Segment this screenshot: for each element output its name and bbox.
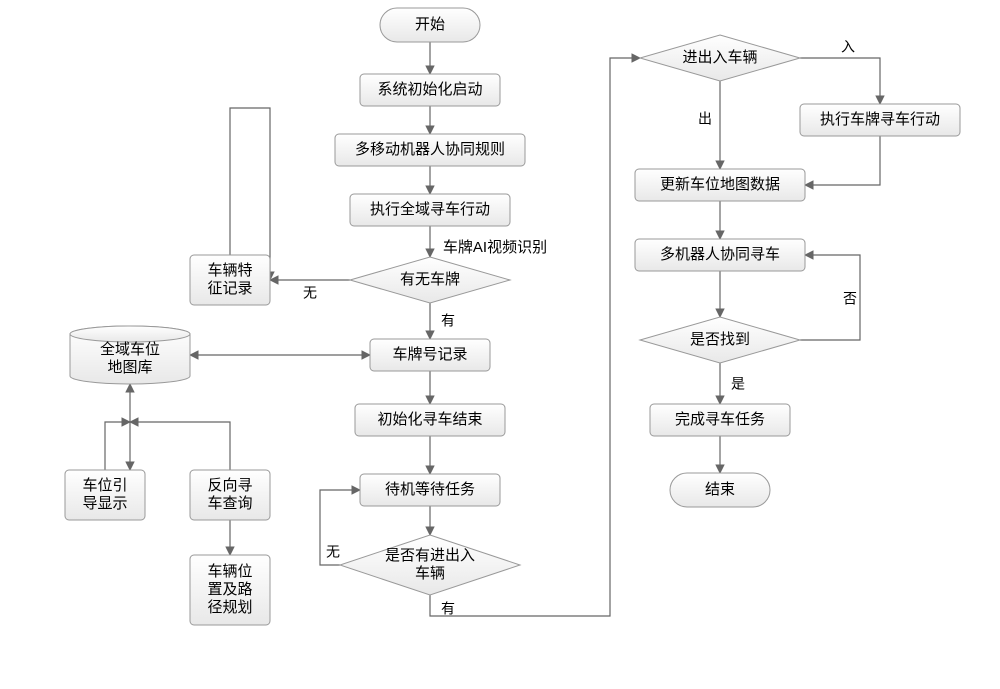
- node-standby: 待机等待任务: [360, 474, 500, 506]
- svg-text:车牌AI视频识别: 车牌AI视频识别: [443, 239, 547, 256]
- svg-text:否: 否: [843, 291, 857, 307]
- svg-text:初始化寻车结束: 初始化寻车结束: [377, 411, 482, 428]
- edge-9: [105, 422, 130, 470]
- svg-text:完成寻车任务: 完成寻车任务: [675, 411, 765, 428]
- node-multisearch: 多机器人协同寻车: [635, 239, 805, 271]
- svg-text:征记录: 征记录: [207, 280, 252, 297]
- svg-text:是否找到: 是否找到: [690, 331, 750, 348]
- node-posplan: 车辆位置及路径规划: [190, 555, 270, 625]
- svg-text:执行车牌寻车行动: 执行车牌寻车行动: [820, 111, 940, 128]
- svg-text:反向寻: 反向寻: [207, 477, 252, 494]
- svg-text:待机等待任务: 待机等待任务: [385, 480, 475, 498]
- svg-text:全域车位: 全域车位: [100, 340, 160, 358]
- node-globalsearch: 执行全域寻车行动: [350, 194, 510, 226]
- svg-text:有: 有: [441, 601, 455, 617]
- edge-22: 否: [800, 255, 860, 340]
- node-complete: 完成寻车任务: [650, 404, 790, 436]
- edge-10: [130, 422, 230, 470]
- svg-text:执行全域寻车行动: 执行全域寻车行动: [370, 200, 490, 218]
- edge-18: 出: [698, 81, 720, 169]
- svg-text:径规划: 径规划: [207, 599, 252, 616]
- node-initdone: 初始化寻车结束: [355, 404, 505, 436]
- svg-text:车辆位: 车辆位: [207, 563, 252, 580]
- svg-text:有无车牌: 有无车牌: [400, 271, 460, 288]
- node-db: 全域车位地图库: [70, 326, 190, 384]
- svg-text:多机器人协同寻车: 多机器人协同寻车: [660, 246, 780, 263]
- svg-text:出: 出: [698, 111, 712, 127]
- svg-text:进出入车辆: 进出入车辆: [682, 49, 757, 66]
- node-revquery: 反向寻车查询: [190, 470, 270, 520]
- node-init: 系统初始化启动: [360, 74, 500, 106]
- flowchart-canvas: 无有无有入出否是 开始系统初始化启动多移动机器人协同规则执行全域寻车行动车牌AI…: [0, 0, 1000, 689]
- svg-text:是: 是: [731, 376, 745, 392]
- node-start: 开始: [380, 8, 480, 42]
- svg-text:入: 入: [841, 39, 855, 55]
- edge-17: 入: [800, 39, 880, 104]
- svg-text:系统初始化启动: 系统初始化启动: [377, 81, 482, 98]
- svg-text:车辆: 车辆: [415, 565, 445, 582]
- edge-15: 无: [320, 490, 360, 565]
- svg-text:车牌号记录: 车牌号记录: [392, 346, 467, 363]
- edge-6: [230, 108, 270, 280]
- svg-text:结束: 结束: [705, 481, 735, 498]
- node-inout: 进出入车辆: [640, 35, 800, 81]
- node-ai_label: 车牌AI视频识别: [443, 239, 547, 256]
- node-hasplate: 有无车牌: [350, 257, 510, 303]
- edge-19: [805, 136, 880, 185]
- svg-text:是否有进出入: 是否有进出入: [385, 547, 475, 564]
- node-rules: 多移动机器人协同规则: [335, 134, 525, 166]
- edge-5: 有: [430, 303, 455, 339]
- svg-text:车辆特: 车辆特: [207, 262, 252, 279]
- svg-text:多移动机器人协同规则: 多移动机器人协同规则: [355, 141, 505, 158]
- node-found: 是否找到: [640, 317, 800, 363]
- node-plateaction: 执行车牌寻车行动: [800, 104, 960, 136]
- node-guide: 车位引导显示: [65, 470, 145, 520]
- svg-text:有: 有: [441, 313, 455, 329]
- edge-4: 无: [270, 280, 350, 301]
- edge-23: 是: [720, 363, 745, 404]
- svg-text:更新车位地图数据: 更新车位地图数据: [660, 176, 780, 193]
- svg-text:车查询: 车查询: [207, 495, 252, 512]
- svg-text:置及路: 置及路: [207, 581, 252, 598]
- node-plateno: 车牌号记录: [370, 339, 490, 371]
- svg-text:车位引: 车位引: [82, 477, 127, 494]
- node-updatemap: 更新车位地图数据: [635, 169, 805, 201]
- node-features: 车辆特征记录: [190, 255, 270, 305]
- svg-text:导显示: 导显示: [82, 495, 127, 512]
- node-end: 结束: [670, 473, 770, 507]
- node-anycar: 是否有进出入车辆: [340, 535, 520, 595]
- svg-text:地图库: 地图库: [107, 359, 152, 376]
- svg-text:无: 无: [303, 285, 317, 301]
- svg-text:无: 无: [326, 544, 340, 560]
- svg-text:开始: 开始: [415, 16, 445, 33]
